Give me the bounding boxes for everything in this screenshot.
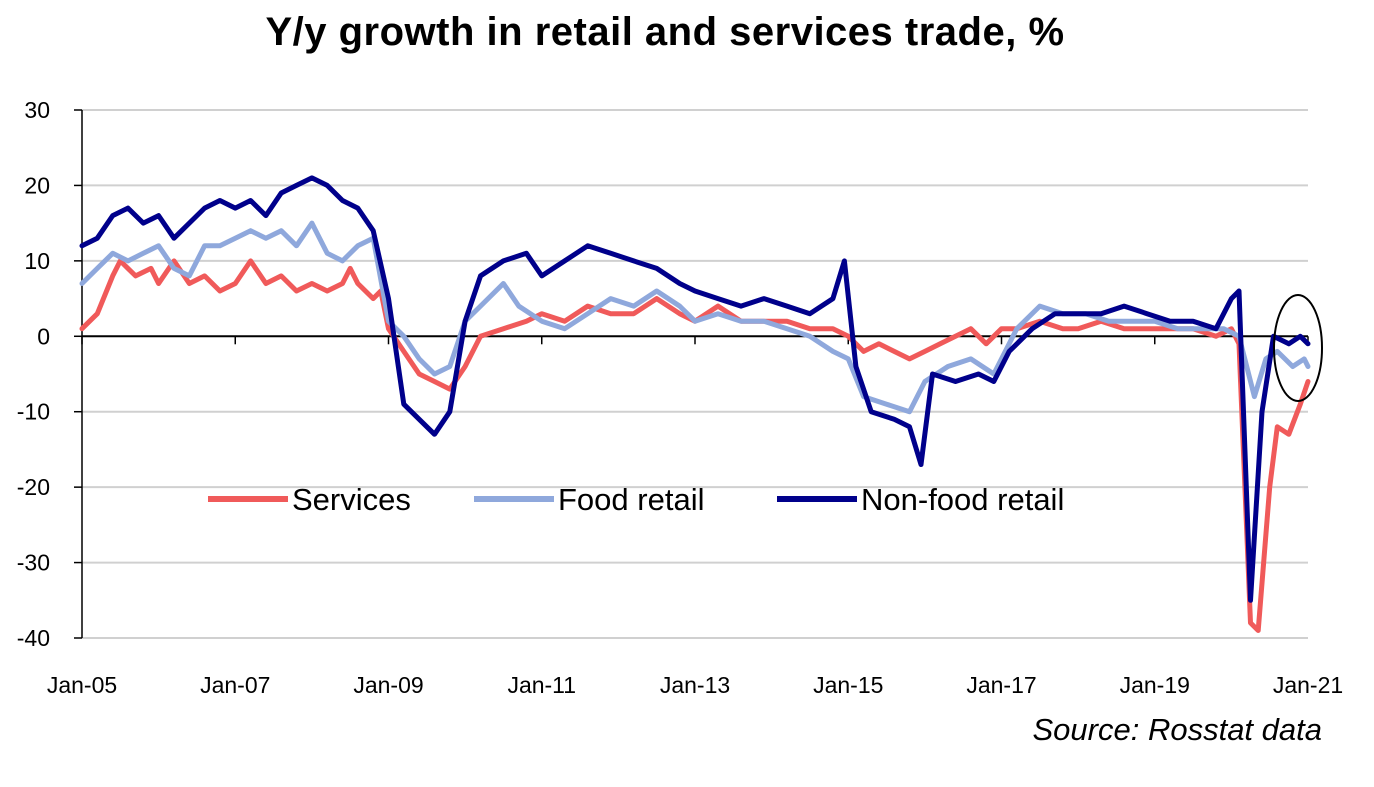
legend-label: Food retail — [558, 482, 704, 517]
x-tick-label: Jan-11 — [507, 672, 576, 698]
y-tick-label: 20 — [24, 172, 50, 198]
x-tick-label: Jan-09 — [353, 672, 423, 698]
y-tick-label: -20 — [17, 474, 50, 500]
x-tick-label: Jan-17 — [966, 672, 1036, 698]
x-tick-label: Jan-13 — [660, 672, 730, 698]
y-tick-label: -30 — [17, 550, 50, 576]
y-tick-label: -10 — [17, 399, 50, 425]
series-line-food-retail — [79, 220, 1311, 415]
series-line-non-food-retail — [79, 175, 1311, 603]
highlight-ellipse — [1273, 294, 1323, 402]
chart-title: Y/y growth in retail and services trade,… — [265, 10, 1065, 54]
series-line-services — [79, 258, 1311, 633]
annotation — [1273, 294, 1323, 402]
legend: Services Food retail Non-food retail — [208, 482, 1064, 517]
legend-label: Services — [292, 482, 411, 517]
source-note: Source: Rosstat data — [1032, 712, 1323, 747]
y-tick-label: -40 — [17, 625, 50, 651]
legend-label: Non-food retail — [861, 482, 1064, 517]
x-tick-label: Jan-19 — [1120, 672, 1190, 698]
y-tick-label: 10 — [24, 248, 50, 274]
axes: 30 20 10 0 -10 -20 -30 -40 Jan-05 Jan-07 Jan-09 Jan… — [17, 97, 1343, 698]
series-lines — [79, 175, 1311, 633]
x-tick-label: Jan-07 — [200, 672, 270, 698]
x-tick-label: Jan-15 — [813, 672, 883, 698]
x-tick-label: Jan-05 — [47, 672, 117, 698]
grid-lines — [82, 109, 1308, 639]
y-tick-label: 0 — [37, 323, 50, 349]
x-tick-label: Jan-21 — [1273, 672, 1343, 698]
y-tick-label: 30 — [24, 97, 50, 123]
